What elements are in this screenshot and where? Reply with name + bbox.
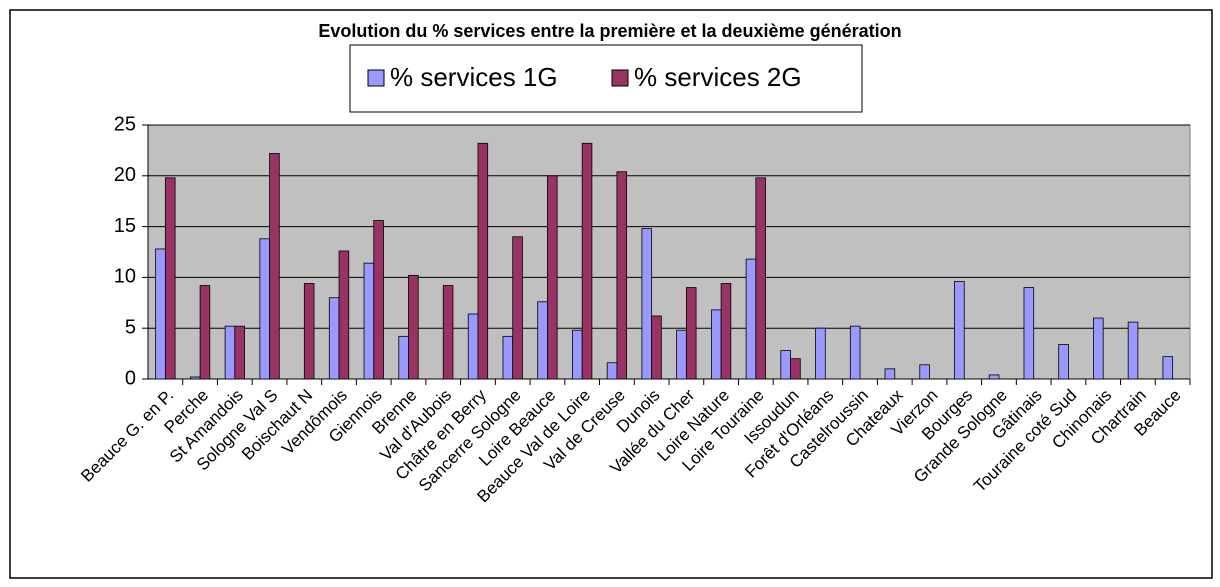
bar [164,177,176,380]
bar [338,250,350,380]
y-tick-label: 20 [114,164,136,186]
bar [710,309,722,380]
bar [581,142,593,380]
bar [199,285,211,380]
bar [502,335,514,380]
y-tick-label: 0 [125,367,136,389]
bar [780,350,791,380]
legend-swatch [367,69,385,87]
bar [849,325,861,380]
bar [373,220,384,380]
bar [919,364,930,380]
bar [755,177,766,380]
bar [572,329,583,380]
bar [1093,317,1104,380]
bar [224,325,236,380]
bar [259,238,270,380]
bar [537,301,548,380]
y-tick-label: 10 [114,266,136,288]
bar [512,236,523,380]
bar [954,281,965,380]
bar [685,287,697,380]
bar [189,376,201,380]
bar [303,283,315,380]
bar [988,374,1000,380]
chart-title: Evolution du % services entre la premièr… [318,21,901,41]
legend-label: % services 2G [634,62,802,92]
bar [720,283,732,380]
bar [884,368,896,380]
bar [155,248,166,380]
bar [547,175,558,380]
y-tick-label: 25 [114,113,136,135]
bar [745,258,757,380]
bar [477,142,489,380]
bar [363,262,375,380]
bar [1023,287,1035,380]
bar [676,329,687,380]
bar [1058,344,1069,380]
bar [616,171,628,380]
legend-box [349,44,863,113]
legend-swatch [611,69,629,87]
bar [234,325,245,380]
bar [269,153,280,380]
y-tick-label: 5 [125,316,136,338]
bar [815,327,826,380]
bar [467,313,479,380]
bar [606,362,618,380]
bar [408,274,419,380]
y-tick-label: 15 [114,215,136,237]
bar [651,315,662,380]
bar [1162,356,1174,380]
bar [398,335,409,380]
bar [1127,321,1139,380]
bar [641,228,653,380]
bar [328,297,340,380]
legend-label: % services 1G [390,62,558,92]
bar [790,358,801,380]
bar [442,285,454,380]
